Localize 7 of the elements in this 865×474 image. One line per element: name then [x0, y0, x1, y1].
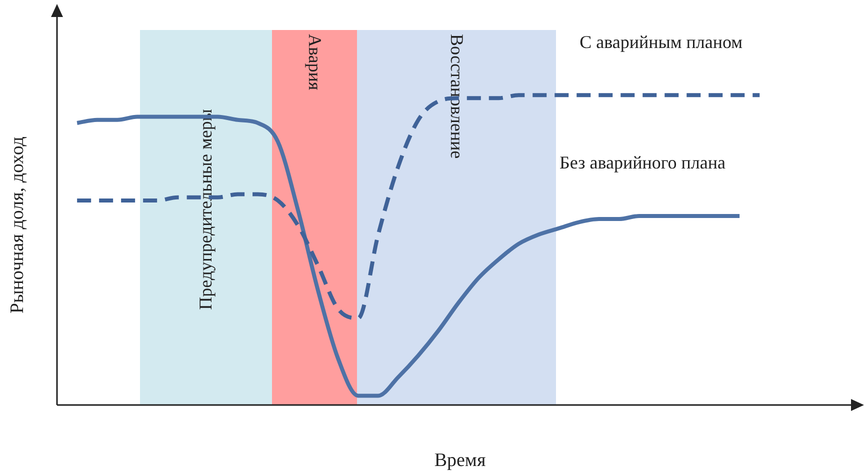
shaded-region: Авария [272, 30, 357, 405]
x-axis-title: Время [434, 450, 486, 472]
shaded-region: Восстановление [357, 30, 556, 405]
annotation: Восстановление [446, 34, 467, 159]
y-axis-title: Рыночная доля, доход [7, 136, 29, 314]
text: Без аварийного плана [560, 152, 726, 173]
text: С аварийным планом [580, 32, 743, 52]
